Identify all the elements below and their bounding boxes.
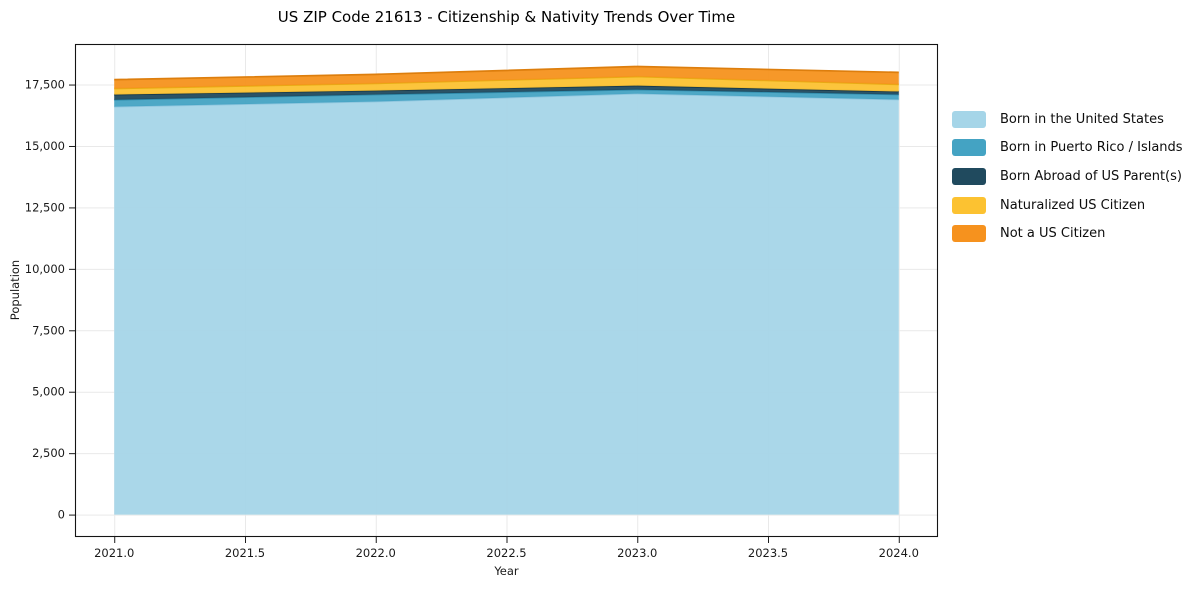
x-tick-label: 2024.0 <box>879 546 919 560</box>
legend-item-label: Not a US Citizen <box>1000 226 1106 242</box>
x-tick-label: 2022.0 <box>356 546 396 560</box>
legend: Born in the United States Born in Puerto … <box>952 105 1183 248</box>
x-tick-label: 2022.5 <box>486 546 526 560</box>
legend-item: Not a US Citizen <box>952 219 1183 248</box>
legend-swatch <box>952 225 986 243</box>
x-axis-label: Year <box>494 564 519 578</box>
x-tick-label: 2023.0 <box>617 546 657 560</box>
y-tick-label: 2,500 <box>32 446 65 460</box>
legend-item-label: Born Abroad of US Parent(s) <box>1000 168 1182 184</box>
area-not-a-us-citizen <box>114 66 899 89</box>
legend-item: Naturalized US Citizen <box>952 191 1183 220</box>
chart-title: US ZIP Code 21613 - Citizenship & Nativi… <box>277 8 736 26</box>
legend-item: Born in the United States <box>952 105 1183 134</box>
y-tick-label: 12,500 <box>25 200 65 214</box>
y-tick-label: 15,000 <box>25 139 65 153</box>
legend-swatch <box>952 167 986 185</box>
axes-frame <box>74 43 939 538</box>
legend-swatch <box>952 196 986 214</box>
legend-item-label: Born in Puerto Rico / Islands <box>1000 140 1183 156</box>
legend-item-label: Born in the United States <box>1000 111 1164 127</box>
legend-swatch <box>952 110 986 128</box>
y-tick-label: 0 <box>58 508 65 522</box>
legend-swatch <box>952 139 986 157</box>
y-tick-label: 17,500 <box>25 78 65 92</box>
legend-item: Born in Puerto Rico / Islands <box>952 134 1183 163</box>
y-tick-label: 7,500 <box>32 323 65 337</box>
area-top-edge <box>114 65 899 81</box>
x-tick-label: 2021.0 <box>94 546 134 560</box>
area-born-in-puerto-rico-islands <box>114 89 899 107</box>
area-naturalized-us-citizen <box>114 76 899 95</box>
x-tick-label: 2023.5 <box>748 546 788 560</box>
legend-item-label: Naturalized US Citizen <box>1000 197 1146 213</box>
area-born-in-the-united-states <box>114 93 899 515</box>
x-tick-label: 2021.5 <box>225 546 265 560</box>
y-tick-label: 10,000 <box>25 262 65 276</box>
area-born-abroad-of-us-parent-s <box>114 85 899 100</box>
y-tick-label: 5,000 <box>32 385 65 399</box>
legend-item: Born Abroad of US Parent(s) <box>952 162 1183 191</box>
